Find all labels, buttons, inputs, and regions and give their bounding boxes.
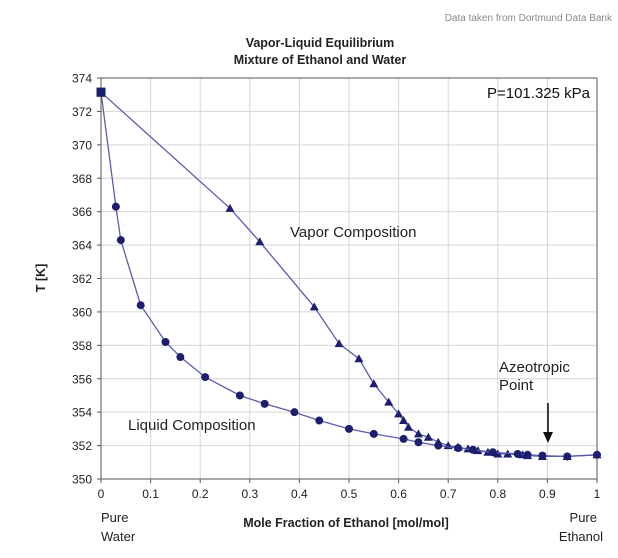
- y-tick-label: 366: [72, 205, 92, 219]
- x-axis-label: Mole Fraction of Ethanol [mol/mol]: [243, 516, 449, 530]
- liquid-point-marker: [136, 301, 145, 310]
- y-axis-label: T [K]: [34, 264, 48, 292]
- liquid-point-marker: [116, 236, 125, 245]
- series-layer: [96, 87, 602, 461]
- vapor-point-marker: [255, 237, 265, 246]
- liquid-point-marker: [454, 444, 463, 453]
- liquid-point-marker: [369, 429, 378, 438]
- pure-water-label-line1: Pure: [101, 510, 128, 525]
- y-tick-label: 364: [72, 239, 92, 253]
- y-tick-label: 360: [72, 305, 92, 319]
- y-tick-label: 372: [72, 105, 92, 119]
- vapor-point-marker: [423, 432, 433, 441]
- liquid-point-marker: [235, 391, 244, 400]
- liquid-point-marker: [399, 434, 408, 443]
- x-tick-label: 0.1: [142, 487, 159, 501]
- liquid-point-marker: [563, 452, 572, 461]
- vapor-point-marker: [354, 354, 364, 363]
- azeotrope-label-line2: Point: [499, 377, 534, 394]
- azeotrope-arrow-head: [543, 432, 553, 443]
- axis-ticks: 350 352 354 356 358 360 362 364 366 368 370 372 374 0…: [72, 72, 601, 502]
- pressure-label: P=101.325 kPa: [487, 85, 591, 102]
- x-tick-label: 0.6: [390, 487, 407, 501]
- liquid-point-marker: [315, 416, 324, 425]
- y-tick-label: 354: [72, 406, 92, 420]
- x-tick-label: 0.5: [341, 487, 358, 501]
- liquid-point-marker: [176, 353, 185, 362]
- liquid-point-marker: [345, 424, 353, 433]
- y-tick-label: 358: [72, 339, 92, 353]
- liquid-point-marker: [488, 448, 497, 457]
- vapor-point-marker: [404, 422, 414, 431]
- liquid-point-marker: [523, 450, 532, 459]
- pure-water-label-line2: Water: [101, 529, 136, 544]
- azeotrope-label-line1: Azeotropic: [499, 359, 570, 376]
- pure-water-endpoint-marker: [96, 87, 106, 97]
- pure-ethanol-label-line2: Ethanol: [559, 529, 603, 544]
- y-tick-label: 374: [72, 72, 92, 86]
- x-tick-label: 0.2: [192, 487, 209, 501]
- vapor-point-marker: [413, 429, 423, 438]
- liquid-point-marker: [111, 202, 120, 211]
- vapor-point-marker: [493, 449, 503, 458]
- y-tick-label: 352: [72, 439, 92, 453]
- liquid-point-marker: [434, 441, 443, 450]
- pure-ethanol-label-line1: Pure: [570, 510, 597, 525]
- vapor-composition-label: Vapor Composition: [290, 224, 416, 241]
- x-tick-label: 0.3: [241, 487, 258, 501]
- x-tick-label: 0.9: [539, 487, 556, 501]
- liquid-point-marker: [161, 337, 170, 346]
- vapor-point-marker: [225, 203, 235, 212]
- liquid-point-marker: [538, 451, 547, 460]
- vapor-point-marker: [399, 416, 409, 425]
- liquid-point-marker: [469, 445, 477, 454]
- x-tick-label: 0.8: [489, 487, 506, 501]
- liquid-point-marker: [593, 450, 601, 459]
- y-tick-label: 362: [72, 272, 92, 286]
- vapor-point-marker: [394, 409, 404, 418]
- x-tick-label: 0: [98, 487, 105, 501]
- liquid-composition-label: Liquid Composition: [128, 417, 256, 434]
- liquid-point-marker: [260, 399, 269, 408]
- vapor-point-marker: [334, 339, 344, 348]
- y-tick-label: 370: [72, 138, 92, 152]
- x-tick-label: 0.4: [291, 487, 308, 501]
- source-note: Data taken from Dortmund Data Bank: [445, 13, 613, 24]
- vapor-point-marker: [384, 397, 394, 406]
- y-tick-label: 350: [72, 473, 92, 487]
- y-tick-label: 356: [72, 372, 92, 386]
- liquid-point-marker: [290, 408, 299, 417]
- x-tick-label: 0.7: [440, 487, 457, 501]
- liquid-point-marker: [414, 438, 423, 447]
- vapor-point-marker: [369, 379, 379, 388]
- liquid-point-marker: [513, 449, 522, 458]
- chart-title: Vapor-Liquid Equilibrium: [246, 36, 395, 50]
- liquid-point-marker: [201, 373, 210, 382]
- y-tick-label: 368: [72, 172, 92, 186]
- chart-subtitle: Mixture of Ethanol and Water: [234, 53, 407, 67]
- x-tick-label: 1: [594, 487, 601, 501]
- vapor-point-marker: [309, 302, 319, 311]
